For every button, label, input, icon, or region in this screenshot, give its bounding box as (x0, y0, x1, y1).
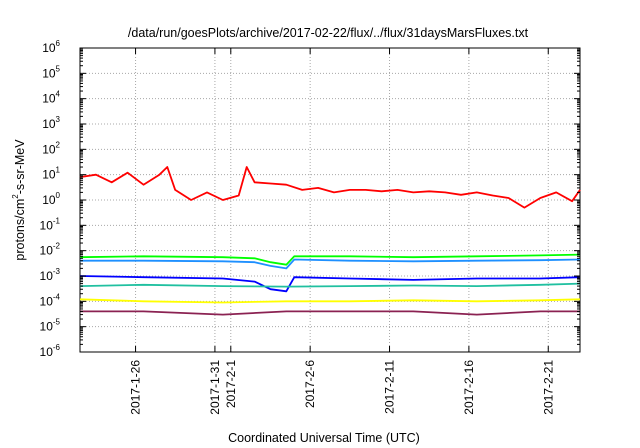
series-line-1 (79, 253, 581, 266)
y-axis-title-sup: 2 (11, 194, 20, 199)
series-line-0 (79, 166, 581, 209)
y-axis: 10-6 10-5 10-4 10-3 10-2 10-1 100 101 102 103 104 1… (40, 39, 580, 359)
y-tick-label: 10-4 (40, 292, 61, 308)
series-line-2 (80, 258, 581, 270)
x-axis-title: Coordinated Universal Time (UTC) (228, 431, 420, 445)
y-tick-label: 101 (42, 166, 60, 182)
y-tick-label: 106 (42, 39, 60, 55)
y-tick-label: 10-6 (40, 343, 61, 359)
y-axis-title-base: protons/cm (13, 199, 27, 261)
y-tick-label: 10-1 (40, 216, 61, 232)
y-tick-label: 104 (42, 90, 60, 106)
x-tick-label: 2017-2-6 (303, 360, 317, 408)
y-tick-label: 102 (42, 140, 60, 156)
y-tick-label: 10-3 (40, 267, 61, 283)
series-line-3 (79, 275, 581, 293)
y-tick-label: 100 (42, 191, 60, 207)
y-axis-title-rest: -s-sr-MeV (13, 139, 27, 195)
x-tick-label: 2017-2-21 (541, 360, 555, 415)
x-axis: 2017-1-26 2017-1-31 2017-2-1 2017-2-6 2017-2… (129, 48, 555, 415)
series-line-4 (79, 282, 581, 288)
x-tick-label: 2017-2-11 (383, 360, 397, 414)
y-axis-title: protons/cm2-s-sr-MeV (11, 139, 27, 261)
series-line-6 (80, 310, 580, 316)
y-tick-label: 103 (42, 115, 60, 131)
y-tick-label: 105 (42, 64, 60, 80)
x-tick-label: 2017-2-1 (224, 360, 238, 408)
data-series (79, 166, 581, 316)
grid (80, 47, 580, 353)
x-tick-label: 2017-1-31 (208, 360, 222, 415)
x-tick-label: 2017-1-26 (129, 360, 143, 415)
x-tick-label: 2017-2-16 (462, 360, 476, 415)
y-tick-label: 10-5 (40, 318, 61, 334)
series-line-5 (79, 298, 581, 304)
y-tick-label: 10-2 (40, 242, 61, 258)
chart-title: /data/run/goesPlots/archive/2017-02-22/f… (128, 26, 529, 40)
